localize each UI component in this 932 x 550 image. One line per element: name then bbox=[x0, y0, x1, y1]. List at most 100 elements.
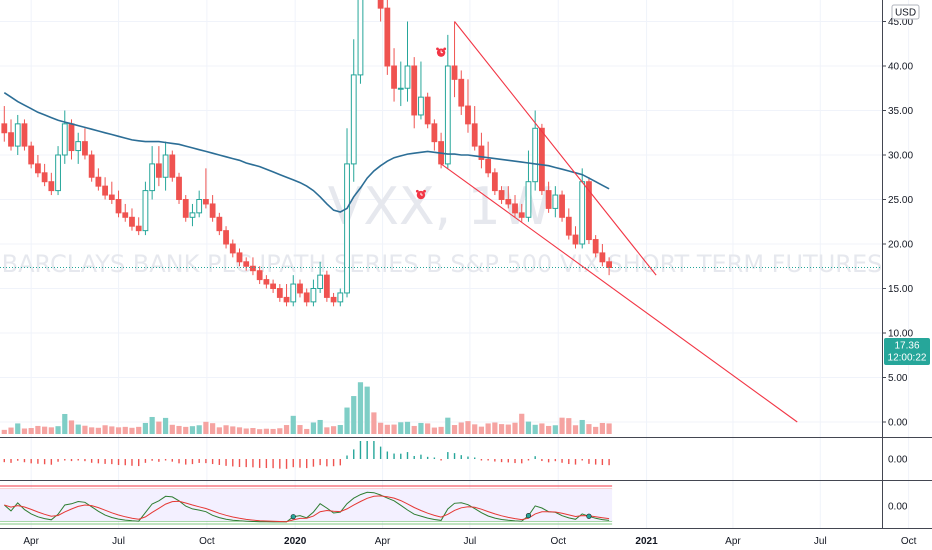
candlestick-series[interactable] bbox=[1, 0, 613, 307]
candle[interactable] bbox=[8, 119, 14, 151]
candle[interactable] bbox=[108, 181, 115, 204]
time-axis[interactable]: Apr Jul Oct 2020 Apr Jul Oct 2021 Apr Jul Oct bbox=[23, 536, 916, 547]
candle[interactable] bbox=[559, 190, 565, 222]
candle[interactable] bbox=[323, 270, 330, 302]
candle[interactable] bbox=[505, 186, 512, 209]
candle[interactable] bbox=[471, 106, 478, 151]
candle[interactable] bbox=[155, 146, 162, 187]
candle[interactable] bbox=[297, 279, 303, 298]
candle[interactable] bbox=[189, 203, 196, 227]
candle[interactable] bbox=[397, 61, 404, 107]
candle[interactable] bbox=[411, 57, 418, 129]
candle[interactable] bbox=[250, 257, 256, 276]
macd-bar bbox=[420, 454, 422, 459]
oscillator-cross-marker bbox=[525, 512, 532, 519]
candle[interactable] bbox=[330, 292, 337, 307]
candle[interactable] bbox=[377, 0, 384, 22]
candle[interactable] bbox=[344, 128, 350, 298]
candle[interactable] bbox=[270, 279, 277, 293]
trendline-drawings[interactable] bbox=[440, 21, 798, 423]
candle[interactable] bbox=[35, 155, 41, 178]
candle[interactable] bbox=[122, 203, 129, 222]
candle[interactable] bbox=[68, 119, 75, 160]
candle[interactable] bbox=[592, 235, 599, 258]
candle[interactable] bbox=[203, 168, 209, 209]
currency-label[interactable]: USD bbox=[891, 4, 920, 20]
candle[interactable] bbox=[209, 195, 216, 222]
candle[interactable] bbox=[586, 177, 592, 244]
price-axis[interactable]: 90.0085.0080.0075.0070.0065.0060.0055.00… bbox=[882, 0, 913, 429]
candle[interactable] bbox=[310, 279, 317, 307]
candle[interactable] bbox=[512, 195, 518, 218]
candle[interactable] bbox=[599, 244, 606, 267]
candle[interactable] bbox=[82, 128, 88, 160]
candle-body bbox=[108, 194, 115, 201]
candle[interactable] bbox=[115, 190, 122, 218]
candle[interactable] bbox=[243, 257, 250, 271]
candle[interactable] bbox=[485, 141, 492, 178]
candle[interactable] bbox=[176, 172, 182, 204]
candle[interactable] bbox=[223, 226, 229, 249]
candle[interactable] bbox=[135, 217, 142, 236]
candle[interactable] bbox=[102, 177, 108, 200]
candle[interactable] bbox=[283, 284, 290, 307]
candle[interactable] bbox=[88, 150, 95, 182]
candle[interactable] bbox=[498, 186, 505, 204]
candle[interactable] bbox=[21, 119, 28, 151]
candle[interactable] bbox=[256, 266, 263, 285]
candle[interactable] bbox=[61, 110, 68, 164]
candle[interactable] bbox=[216, 212, 223, 236]
candle[interactable] bbox=[478, 132, 485, 169]
candle[interactable] bbox=[565, 208, 572, 240]
candle[interactable] bbox=[491, 168, 498, 196]
candle[interactable] bbox=[539, 123, 545, 196]
candle[interactable] bbox=[384, 0, 391, 75]
candle[interactable] bbox=[404, 21, 411, 102]
candle[interactable] bbox=[451, 21, 458, 98]
candle[interactable] bbox=[438, 132, 445, 169]
candle[interactable] bbox=[28, 141, 35, 169]
candle[interactable] bbox=[142, 181, 149, 236]
candle[interactable] bbox=[75, 132, 82, 164]
candle[interactable] bbox=[458, 70, 465, 115]
candle[interactable] bbox=[14, 114, 21, 155]
candle[interactable] bbox=[55, 146, 61, 196]
candle[interactable] bbox=[424, 92, 431, 129]
candle[interactable] bbox=[317, 261, 324, 293]
candle[interactable] bbox=[357, 0, 364, 84]
candle[interactable] bbox=[196, 190, 203, 218]
candle[interactable] bbox=[229, 239, 236, 258]
candle[interactable] bbox=[95, 168, 102, 191]
candle[interactable] bbox=[263, 275, 270, 289]
candle[interactable] bbox=[545, 181, 552, 213]
candle[interactable] bbox=[532, 110, 539, 191]
candle[interactable] bbox=[149, 146, 156, 200]
candle[interactable] bbox=[276, 284, 283, 302]
candle[interactable] bbox=[391, 48, 397, 102]
candle[interactable] bbox=[337, 288, 344, 307]
candle[interactable] bbox=[162, 141, 169, 191]
candle[interactable] bbox=[465, 79, 471, 133]
candle[interactable] bbox=[1, 106, 8, 142]
candle[interactable] bbox=[41, 163, 48, 187]
candle[interactable] bbox=[290, 275, 297, 307]
candle[interactable] bbox=[518, 203, 525, 222]
alarm-clock-icon[interactable] bbox=[415, 189, 426, 200]
candle[interactable] bbox=[169, 150, 176, 182]
candle[interactable] bbox=[236, 248, 243, 267]
candle[interactable] bbox=[431, 119, 438, 151]
candle[interactable] bbox=[48, 172, 55, 196]
candle[interactable] bbox=[572, 226, 579, 249]
candle[interactable] bbox=[444, 34, 451, 169]
candle[interactable] bbox=[182, 195, 189, 222]
candle[interactable] bbox=[552, 186, 559, 218]
price-tick-label: 30.00 bbox=[888, 151, 913, 162]
candle[interactable] bbox=[350, 39, 357, 182]
candle[interactable] bbox=[129, 208, 135, 231]
alert-markers[interactable] bbox=[415, 47, 447, 200]
candle[interactable] bbox=[418, 61, 424, 120]
alarm-clock-icon[interactable] bbox=[436, 47, 447, 57]
candle[interactable] bbox=[303, 288, 310, 307]
candle[interactable] bbox=[525, 150, 532, 222]
